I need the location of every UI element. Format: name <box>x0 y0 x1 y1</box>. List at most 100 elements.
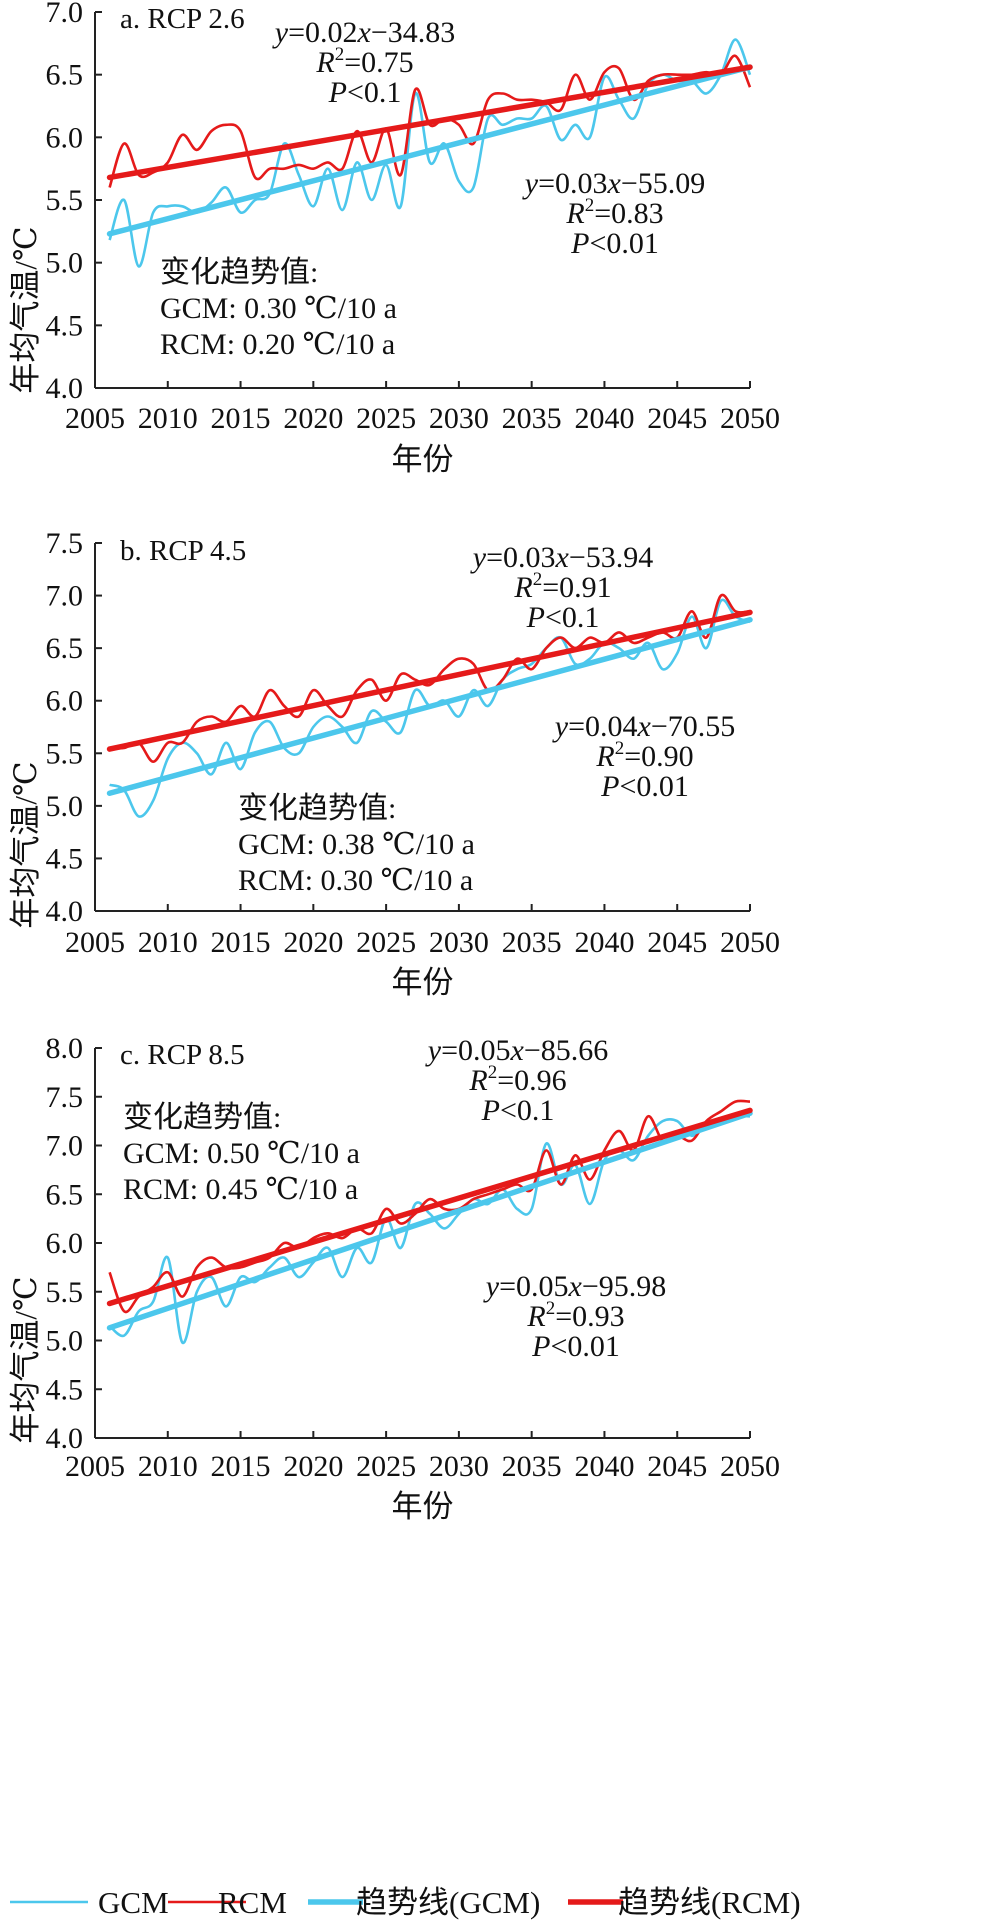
equation-line: y=0.03x−53.94 <box>470 541 654 574</box>
x-tick-label: 2020 <box>283 926 343 959</box>
x-tick-label: 2035 <box>502 926 562 959</box>
x-tick-label: 2020 <box>283 402 343 435</box>
x-tick-label: 2005 <box>65 1450 125 1483</box>
y-axis-title: 年均气温/℃ <box>8 226 43 393</box>
trend-note-line: GCM: 0.30 ℃/10 a <box>160 292 397 325</box>
x-tick-label: 2050 <box>720 402 780 435</box>
trend-line-rcm <box>106 64 753 181</box>
y-tick-label: 5.5 <box>46 1276 84 1309</box>
x-tick-label: 2010 <box>138 402 198 435</box>
equation-line: R2=0.75 <box>315 44 413 79</box>
x-tick-label: 2045 <box>647 1450 707 1483</box>
series-line-gcm <box>108 1114 751 1344</box>
y-tick-label: 4.5 <box>46 1373 84 1406</box>
x-tick-label: 2025 <box>356 1450 416 1483</box>
equation-line: y=0.02x−34.83 <box>272 16 456 49</box>
y-tick-label: 4.0 <box>46 1422 84 1455</box>
x-tick-label: 2040 <box>574 926 634 959</box>
series-line-rcm <box>109 593 751 763</box>
x-tick-label: 2015 <box>211 926 271 959</box>
trend-note-line: GCM: 0.38 ℃/10 a <box>238 828 475 861</box>
equation-line: y=0.05x−85.66 <box>425 1034 609 1067</box>
equation-line: P<0.1 <box>526 601 600 634</box>
x-axis-title: 年份 <box>392 442 454 477</box>
trend-line-gcm <box>106 1110 753 1331</box>
trend-note-line: GCM: 0.50 ℃/10 a <box>123 1137 360 1170</box>
x-tick-label: 2015 <box>211 1450 271 1483</box>
panel-title: b. RCP 4.5 <box>120 535 246 567</box>
chart-panel-1: 4.0 4.5 5.0 5.5 6.0 6.5 7.0 2005 2010 2015 2020 202… <box>8 0 780 477</box>
y-tick-label: 4.5 <box>46 309 84 342</box>
x-tick-label: 2040 <box>574 1450 634 1483</box>
trend-line-rcm <box>106 1107 753 1307</box>
equation-line: R2=0.83 <box>565 195 663 230</box>
legend-label: GCM <box>98 1885 169 1920</box>
equation-line: y=0.05x−95.98 <box>483 1270 667 1303</box>
y-tick-label: 6.0 <box>46 121 84 154</box>
equation-line: P<0.01 <box>570 227 659 260</box>
equation-line: P<0.1 <box>328 76 402 109</box>
x-tick-label: 2010 <box>138 1450 198 1483</box>
trend-note-line: RCM: 0.45 ℃/10 a <box>123 1173 358 1206</box>
trend-line-rcm <box>106 609 753 752</box>
x-tick-label: 2045 <box>647 926 707 959</box>
y-tick-label: 4.0 <box>46 372 84 405</box>
trend-note-heading: 变化趋势值: <box>238 792 396 825</box>
equation-line: y=0.04x−70.55 <box>552 710 736 743</box>
y-tick-label: 6.5 <box>46 632 84 665</box>
x-tick-label: 2005 <box>65 926 125 959</box>
y-tick-label: 7.0 <box>46 580 84 613</box>
equation-line: R2=0.90 <box>595 738 693 773</box>
y-tick-label: 7.5 <box>46 1081 84 1114</box>
x-tick-label: 2035 <box>502 1450 562 1483</box>
x-axis-title: 年份 <box>392 965 454 1000</box>
y-tick-label: 4.5 <box>46 842 84 875</box>
chart-panel-2: 4.0 4.5 5.0 5.5 6.0 6.5 7.0 7.5 2005 2010 2015 2020… <box>8 527 780 1000</box>
x-tick-label: 2005 <box>65 402 125 435</box>
y-tick-label: 8.0 <box>46 1032 84 1065</box>
y-tick-label: 6.5 <box>46 59 84 92</box>
equation-line: P<0.01 <box>600 770 689 803</box>
x-tick-label: 2035 <box>502 402 562 435</box>
trend-note-line: RCM: 0.30 ℃/10 a <box>238 864 473 897</box>
x-tick-label: 2050 <box>720 1450 780 1483</box>
y-tick-label: 6.5 <box>46 1178 84 1211</box>
y-tick-label: 6.0 <box>46 1227 84 1260</box>
x-tick-label: 2050 <box>720 926 780 959</box>
equation-line: y=0.03x−55.09 <box>522 167 706 200</box>
y-tick-label: 7.0 <box>46 0 84 29</box>
legend-label: RCM <box>218 1885 287 1920</box>
trend-note-heading: 变化趋势值: <box>160 256 318 289</box>
x-tick-label: 2030 <box>429 926 489 959</box>
equation-line: P<0.01 <box>531 1330 620 1363</box>
equation-line: P<0.1 <box>481 1094 555 1127</box>
y-tick-label: 5.0 <box>46 1325 84 1358</box>
x-tick-label: 2040 <box>574 402 634 435</box>
y-tick-label: 5.0 <box>46 790 84 823</box>
chart-panel-3: 4.0 4.5 5.0 5.5 6.0 6.5 7.0 7.5 8.0 2005 2010 2015 2… <box>8 1032 780 1524</box>
legend: GCM RCM 趋势线(GCM) 趋势线(RCM) <box>10 1885 801 1920</box>
trend-line-gcm <box>106 64 753 237</box>
y-tick-label: 5.5 <box>46 184 84 217</box>
y-tick-label: 5.0 <box>46 247 84 280</box>
x-tick-label: 2010 <box>138 926 198 959</box>
y-tick-label: 6.0 <box>46 685 84 718</box>
equation-line: R2=0.93 <box>526 1298 624 1333</box>
y-axis-title: 年均气温/℃ <box>8 761 43 928</box>
x-tick-label: 2025 <box>356 926 416 959</box>
panel-title: c. RCP 8.5 <box>120 1039 245 1071</box>
panel-title: a. RCP 2.6 <box>120 3 245 35</box>
x-tick-label: 2020 <box>283 1450 343 1483</box>
y-tick-label: 7.0 <box>46 1130 84 1163</box>
trend-note-line: RCM: 0.20 ℃/10 a <box>160 328 395 361</box>
trend-note-heading: 变化趋势值: <box>123 1101 281 1134</box>
x-tick-label: 2025 <box>356 402 416 435</box>
y-axis-title: 年均气温/℃ <box>8 1276 43 1443</box>
series-line-rcm <box>108 1099 751 1314</box>
y-tick-label: 5.5 <box>46 737 84 770</box>
trend-line-gcm <box>106 617 753 796</box>
y-tick-label: 4.0 <box>46 895 84 928</box>
x-tick-label: 2045 <box>647 402 707 435</box>
equation-line: R2=0.96 <box>468 1062 566 1097</box>
